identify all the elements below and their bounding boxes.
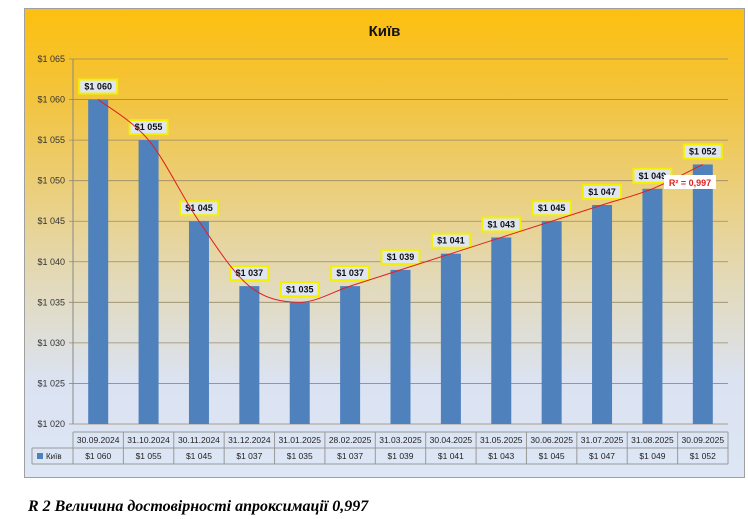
bar (239, 286, 260, 424)
y-tick-label: $1 030 (37, 338, 65, 348)
data-label-box (279, 281, 320, 298)
y-tick-label: $1 055 (37, 135, 65, 145)
bar (440, 253, 461, 424)
table-value: $1 043 (488, 451, 514, 461)
table-value: $1 060 (85, 451, 111, 461)
r2-label-box (664, 175, 716, 189)
data-label: $1 052 (689, 146, 717, 156)
bar (541, 221, 562, 424)
table-value: $1 045 (186, 451, 212, 461)
table-value: $1 045 (539, 451, 565, 461)
data-label-box (682, 143, 723, 160)
category-label: 30.06.2025 (530, 435, 573, 445)
category-label: 30.09.2024 (77, 435, 120, 445)
y-tick-label: $1 045 (37, 216, 65, 226)
y-tick-label: $1 025 (37, 378, 65, 388)
chart-title: Київ (368, 23, 401, 40)
data-label: $1 060 (84, 82, 112, 92)
category-label: 30.04.2025 (430, 435, 473, 445)
bar (88, 99, 109, 425)
category-label: 31.01.2025 (278, 435, 321, 445)
data-label: $1 047 (588, 187, 616, 197)
category-label: 31.05.2025 (480, 435, 523, 445)
bar (138, 140, 159, 424)
category-label: 31.07.2025 (581, 435, 624, 445)
chart-svg: $1 020 $1 025 $1 030 $1 035 $1 040 $1 045 $1 0… (31, 54, 729, 465)
bar (592, 205, 613, 424)
category-label: 31.12.2024 (228, 435, 271, 445)
y-tick-label: $1 050 (37, 176, 65, 186)
y-tick-label: $1 035 (37, 297, 65, 307)
data-label: $1 045 (538, 203, 566, 213)
table-value: $1 055 (136, 451, 162, 461)
data-label: $1 049 (639, 171, 667, 181)
legend-label: Київ (46, 452, 62, 461)
bar (390, 269, 411, 424)
data-label-box (430, 232, 471, 249)
table-value: $1 047 (589, 451, 615, 461)
bar (491, 237, 512, 424)
trendline (97, 99, 704, 303)
data-label: $1 043 (488, 219, 516, 229)
legend-key (37, 453, 43, 459)
table-value: $1 039 (388, 451, 414, 461)
data-label: $1 037 (236, 268, 264, 278)
data-label-box (481, 216, 522, 233)
table-value: $1 037 (236, 451, 262, 461)
bar (340, 286, 361, 424)
data-label: $1 041 (437, 236, 465, 246)
table-value: $1 035 (287, 451, 313, 461)
category-label: 30.09.2025 (682, 435, 725, 445)
data-label-box (78, 78, 119, 95)
data-label: $1 055 (135, 122, 163, 132)
bar (692, 164, 713, 424)
table-value: $1 041 (438, 451, 464, 461)
data-label: $1 035 (286, 284, 314, 294)
data-label-box (330, 265, 371, 282)
y-tick-label: $1 040 (37, 257, 65, 267)
data-label: $1 039 (387, 252, 415, 262)
table-value: $1 037 (337, 451, 363, 461)
category-label: 31.08.2025 (631, 435, 674, 445)
data-label-box (178, 200, 219, 217)
table-value: $1 052 (690, 451, 716, 461)
data-label: $1 045 (185, 203, 213, 213)
category-label: 31.10.2024 (127, 435, 170, 445)
bar (642, 188, 663, 424)
category-label: 30.11.2024 (178, 435, 220, 445)
data-label-box (582, 184, 623, 200)
category-label: 31.03.2025 (379, 435, 422, 445)
table-value: $1 049 (639, 451, 665, 461)
data-label-box (531, 200, 572, 217)
y-tick-label: $1 060 (37, 95, 65, 105)
y-tick-label: $1 020 (37, 419, 65, 429)
data-label-box (380, 248, 421, 265)
r2-label: R² = 0,997 (669, 178, 711, 188)
data-label: $1 037 (336, 268, 364, 278)
category-label: 28.02.2025 (329, 435, 372, 445)
caption: R 2 Величина достовірності апроксимації … (28, 498, 369, 515)
bar (188, 221, 209, 424)
bar (289, 302, 310, 424)
y-tick-label: $1 065 (37, 54, 65, 64)
